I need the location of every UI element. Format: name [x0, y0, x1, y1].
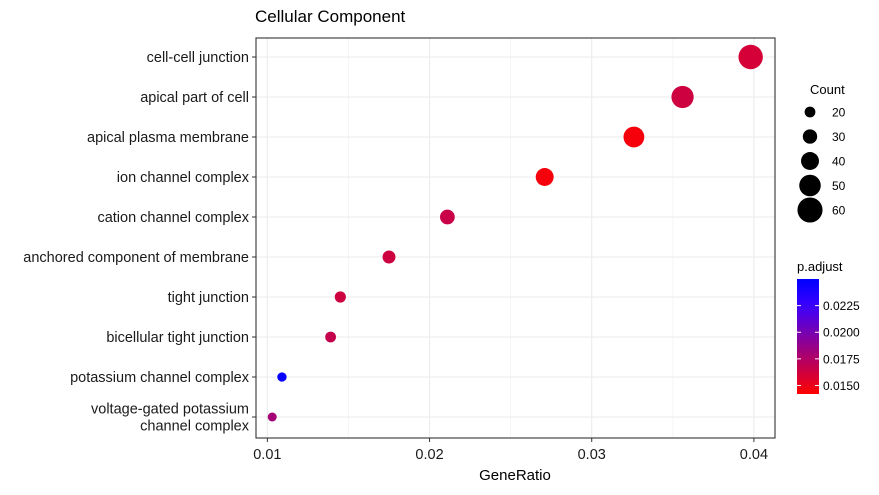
data-point	[267, 412, 277, 422]
p-adjust-colorbar	[797, 279, 819, 394]
y-tick-label-line: bicellular tight junction	[106, 330, 249, 346]
y-tick-label-line: ion channel complex	[117, 170, 250, 186]
count-legend-key	[804, 106, 816, 118]
colorbar-tick-label: 0.0150	[823, 379, 860, 393]
p-adjust-legend: p.adjust 0.0150 0.0175 0.0200 0.0225	[797, 259, 860, 394]
data-point	[738, 44, 763, 70]
data-points	[267, 44, 763, 422]
count-legend-label: 40	[832, 155, 846, 169]
y-tick-label-line: cell-cell junction	[147, 50, 249, 66]
x-axis-title: GeneRatio	[479, 467, 551, 484]
count-legend-label: 60	[832, 204, 846, 218]
p-adjust-legend-title: p.adjust	[797, 259, 843, 274]
colorbar-tick-label: 0.0225	[823, 299, 860, 313]
y-tick-label-line: anchored component of membrane	[23, 250, 249, 266]
count-legend-key	[801, 152, 819, 170]
x-axis-ticks: 0.01 0.02 0.03 0.04	[253, 438, 768, 463]
y-tick-label: potassium channel complex	[70, 370, 250, 386]
count-legend-label: 20	[832, 106, 846, 120]
count-legend: Count 20 30 40 50 60	[797, 82, 846, 223]
y-tick-label-line: channel complex	[140, 419, 250, 435]
x-tick-label: 0.01	[253, 447, 281, 463]
count-legend-title: Count	[810, 82, 845, 97]
data-point	[277, 372, 287, 382]
data-point	[382, 250, 396, 264]
x-tick-label: 0.03	[578, 447, 606, 463]
y-tick-label: ion channel complex	[117, 170, 250, 186]
data-point	[623, 126, 645, 148]
y-tick-label-line: potassium channel complex	[70, 370, 250, 386]
data-point	[325, 331, 337, 343]
count-legend-key	[802, 129, 818, 144]
y-tick-label: apical part of cell	[140, 90, 249, 106]
chart-title: Cellular Component	[255, 7, 406, 26]
count-legend-key	[799, 174, 821, 197]
colorbar-tick-label: 0.0175	[823, 352, 860, 366]
y-tick-label-line: tight junction	[168, 290, 249, 306]
y-tick-label-line: apical part of cell	[140, 90, 249, 106]
count-legend-key	[797, 197, 823, 223]
panel-border	[255, 37, 776, 439]
panel-background	[256, 38, 775, 438]
y-tick-label-line: apical plasma membrane	[87, 130, 249, 146]
colorbar-tick-label: 0.0200	[823, 326, 860, 340]
y-tick-label: bicellular tight junction	[106, 330, 249, 346]
y-axis-labels: cell-cell junction apical part of cell api…	[23, 50, 256, 435]
y-tick-label: cell-cell junction	[147, 50, 249, 66]
count-legend-label: 50	[832, 179, 846, 193]
data-point	[334, 291, 346, 303]
y-tick-label: tight junction	[168, 290, 249, 306]
count-legend-label: 30	[832, 130, 846, 144]
y-tick-label: cation channel complex	[97, 210, 249, 226]
y-tick-label: anchored component of membrane	[23, 250, 249, 266]
y-tick-label: apical plasma membrane	[87, 130, 249, 146]
y-tick-label-line: voltage-gated potassium	[91, 402, 249, 418]
plot-panel	[255, 37, 776, 439]
y-tick-label: voltage-gated potassium channel complex	[91, 402, 250, 435]
data-point	[440, 209, 455, 225]
y-tick-label-line: cation channel complex	[97, 210, 249, 226]
x-tick-label: 0.04	[740, 447, 768, 463]
data-point	[671, 85, 694, 109]
x-tick-label: 0.02	[415, 447, 443, 463]
data-point	[535, 168, 554, 186]
